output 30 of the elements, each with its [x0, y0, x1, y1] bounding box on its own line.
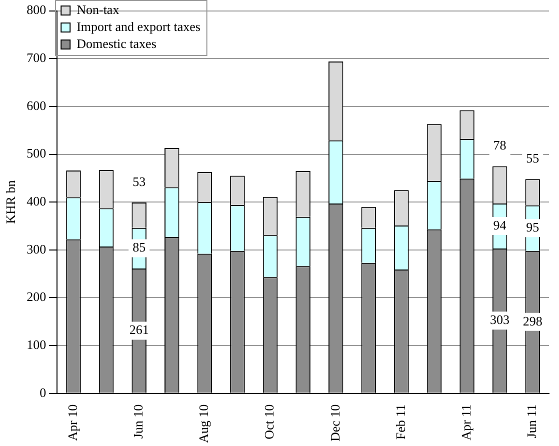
x-tick-label: Feb 11: [392, 404, 408, 440]
legend-label: Import and export taxes: [76, 18, 200, 34]
data-label: 298: [522, 313, 542, 328]
data-label: 261: [129, 322, 149, 338]
y-tick-label: 600: [26, 98, 46, 113]
data-label: 53: [132, 174, 146, 189]
x-tick-label: Apr 11: [458, 404, 474, 440]
legend-label: Domestic taxes: [76, 36, 156, 51]
x-tick-label: Aug 10: [196, 404, 212, 443]
y-tick-label: 700: [26, 50, 46, 66]
data-label: 78: [493, 138, 506, 153]
y-axis-title: KHR bn: [3, 180, 18, 224]
y-tick-label: 300: [26, 241, 46, 256]
data-label: 95: [526, 220, 540, 235]
x-tick-label: Jun 11: [524, 404, 540, 438]
x-tick-label: Apr 10: [64, 404, 80, 441]
data-label: 94: [493, 217, 507, 232]
y-tick-label: 200: [26, 289, 46, 304]
x-tick-label: Dec 10: [327, 404, 342, 442]
y-tick-label: 0: [40, 384, 46, 400]
data-label: 55: [526, 150, 540, 166]
data-label: 303: [490, 312, 510, 328]
legend-label: Non-tax: [76, 2, 120, 17]
y-tick-label: 100: [26, 336, 46, 352]
y-tick-label: 500: [26, 146, 46, 161]
data-label: 85: [132, 240, 146, 255]
y-tick-label: 400: [26, 194, 46, 209]
y-tick-label: 800: [26, 2, 46, 18]
x-tick-label: Jun 10: [130, 404, 146, 439]
x-tick-label: Oct 10: [262, 404, 277, 440]
